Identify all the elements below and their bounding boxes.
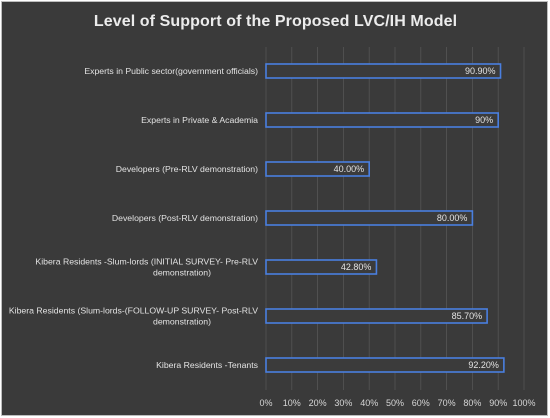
category-label: Kibera Residents (Slum-lords-(FOLLOW-UP … (9, 306, 258, 327)
x-tick-label: 70% (438, 398, 456, 408)
x-tick-label: 80% (463, 398, 481, 408)
data-label: 42.80% (341, 262, 372, 272)
bar (265, 161, 370, 177)
data-label: 92.20% (468, 360, 499, 370)
x-tick-label: 0% (259, 398, 272, 408)
data-label: 90.90% (465, 66, 496, 76)
category-label: Experts in Public sector(government offi… (84, 66, 258, 76)
bar (265, 63, 502, 79)
x-tick-label: 10% (283, 398, 301, 408)
bar (265, 308, 488, 324)
bar (265, 357, 505, 373)
x-tick-label: 50% (386, 398, 404, 408)
chart-title: Level of Support of the Proposed LVC/IH … (93, 13, 458, 30)
category-label: Kibera Residents -Tenants (156, 360, 259, 370)
x-tick-label: 20% (309, 398, 327, 408)
bar (265, 210, 474, 226)
x-tick-label: 40% (360, 398, 378, 408)
x-tick-label: 90% (489, 398, 507, 408)
category-label: Kibera Residents -Slum-lords (INITIAL SU… (35, 257, 258, 278)
x-tick-label: 30% (334, 398, 352, 408)
category-label: Developers (Pre-RLV demonstration) (116, 164, 258, 174)
x-tick-label: 100% (512, 398, 535, 408)
data-label: 90% (475, 115, 493, 125)
x-tick-label: 60% (412, 398, 430, 408)
category-label: Developers (Post-RLV demonstration) (112, 213, 258, 223)
data-label: 80.00% (437, 213, 468, 223)
bar (265, 112, 499, 128)
bar (265, 259, 378, 275)
category-label: Experts in Private & Academia (141, 115, 258, 125)
data-label: 85.70% (452, 311, 483, 321)
data-label: 40.00% (334, 164, 365, 174)
